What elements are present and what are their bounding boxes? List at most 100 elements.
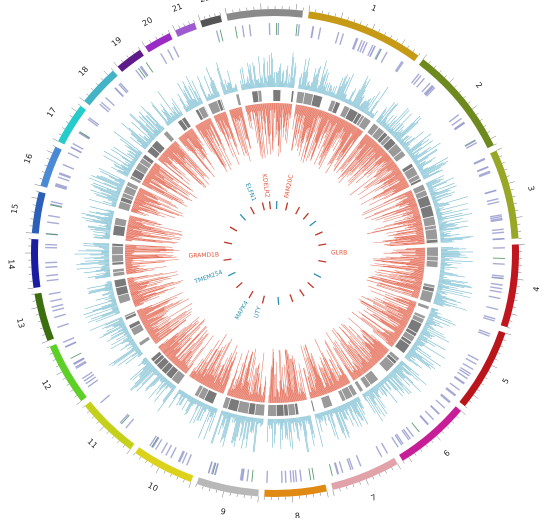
- tick-mark: [403, 461, 405, 464]
- tick-mark: [499, 156, 502, 157]
- tick-mark: [117, 441, 119, 443]
- outer-bar: [115, 166, 129, 174]
- density-mark: [47, 279, 59, 280]
- tick-mark: [230, 493, 231, 496]
- tick-mark: [373, 477, 374, 480]
- outer-bar: [93, 243, 109, 244]
- outer-bar: [106, 228, 111, 229]
- tick-mark: [469, 401, 471, 403]
- tick-mark: [514, 300, 517, 301]
- tick-mark: [76, 401, 81, 405]
- density-mark: [431, 405, 440, 413]
- tick-mark: [513, 307, 516, 308]
- density-mark: [209, 462, 212, 473]
- density-mark: [63, 164, 74, 169]
- outer-bar: [258, 418, 259, 424]
- chromosome-label-2: 2: [474, 81, 484, 91]
- chromosome-arc-2: [419, 59, 494, 148]
- outer-bar: [103, 156, 130, 171]
- tick-mark: [379, 474, 380, 477]
- outer-bar: [198, 406, 211, 438]
- tick-mark: [333, 490, 334, 496]
- outer-bar: [206, 68, 217, 98]
- chromosome-label-5: 5: [501, 377, 511, 386]
- density-mark: [84, 374, 94, 381]
- tick-mark: [36, 191, 39, 192]
- tick-mark: [47, 158, 50, 159]
- outer-bar: [107, 225, 112, 226]
- tick-mark: [42, 172, 45, 173]
- tick-mark: [426, 445, 428, 447]
- density-mark: [486, 307, 498, 310]
- tick-mark: [414, 453, 416, 455]
- outer-bar: [396, 123, 414, 140]
- density-mark: [296, 24, 297, 36]
- tick-mark: [198, 15, 200, 21]
- outer-bar: [309, 415, 313, 434]
- inner-bar: [371, 204, 417, 220]
- outer-bar: [186, 398, 194, 411]
- gray-block: [112, 244, 123, 247]
- tick-mark: [183, 480, 184, 483]
- density-mark: [79, 133, 89, 139]
- density-mark: [489, 296, 501, 298]
- outer-bar: [217, 68, 225, 95]
- density-mark: [454, 377, 464, 384]
- chromosome-arc-8: [264, 485, 327, 497]
- outer-bar: [152, 105, 169, 125]
- gene-tick: [314, 274, 321, 278]
- outer-bar: [317, 86, 319, 93]
- gray-block: [164, 131, 174, 142]
- tick-mark: [75, 396, 77, 398]
- tick-mark: [31, 212, 34, 213]
- outer-bar: [200, 85, 207, 102]
- density-mark: [252, 470, 253, 482]
- gene-tick: [236, 282, 242, 287]
- tick-mark: [379, 29, 380, 32]
- inner-bar: [151, 168, 190, 194]
- tick-mark: [498, 353, 501, 354]
- outer-bar: [280, 63, 281, 87]
- tick-mark: [216, 490, 217, 493]
- gene-tick: [224, 242, 232, 244]
- density-mark: [485, 190, 497, 193]
- tick-mark: [162, 33, 163, 36]
- tick-mark: [434, 66, 436, 68]
- tick-mark: [413, 49, 415, 51]
- density-mark: [166, 445, 172, 456]
- tick-mark: [353, 484, 354, 487]
- outer-bar: [440, 231, 444, 232]
- outer-bar: [300, 85, 301, 89]
- outer-bar: [306, 85, 307, 89]
- tick-mark: [492, 365, 497, 368]
- tick-mark: [31, 197, 37, 198]
- density-mark: [446, 388, 455, 395]
- density-mark: [115, 88, 123, 97]
- tick-mark: [360, 482, 361, 485]
- outer-bar: [378, 383, 387, 394]
- tick-mark: [31, 294, 34, 295]
- gray-block: [112, 246, 123, 254]
- outer-bar: [104, 271, 110, 272]
- density-mark: [477, 167, 488, 171]
- gray-block: [420, 290, 433, 303]
- gene-tick: [262, 296, 264, 304]
- density-mark: [468, 355, 479, 361]
- tick-mark: [456, 416, 458, 418]
- inner-bar: [287, 396, 288, 402]
- tick-mark: [121, 60, 123, 62]
- outer-bar: [89, 199, 115, 207]
- tick-mark: [518, 279, 524, 280]
- tick-mark: [481, 383, 484, 385]
- inner-bar: [208, 339, 232, 387]
- gene-tick: [318, 244, 326, 245]
- outer-bar: [410, 350, 422, 359]
- outer-bar: [418, 157, 436, 168]
- gray-block: [311, 95, 322, 108]
- outer-bar: [439, 276, 443, 277]
- density-mark: [311, 26, 313, 38]
- chromosome-label-19: 19: [110, 35, 124, 48]
- tick-mark: [515, 210, 518, 211]
- inner-bar: [164, 322, 199, 354]
- tick-mark: [488, 371, 491, 372]
